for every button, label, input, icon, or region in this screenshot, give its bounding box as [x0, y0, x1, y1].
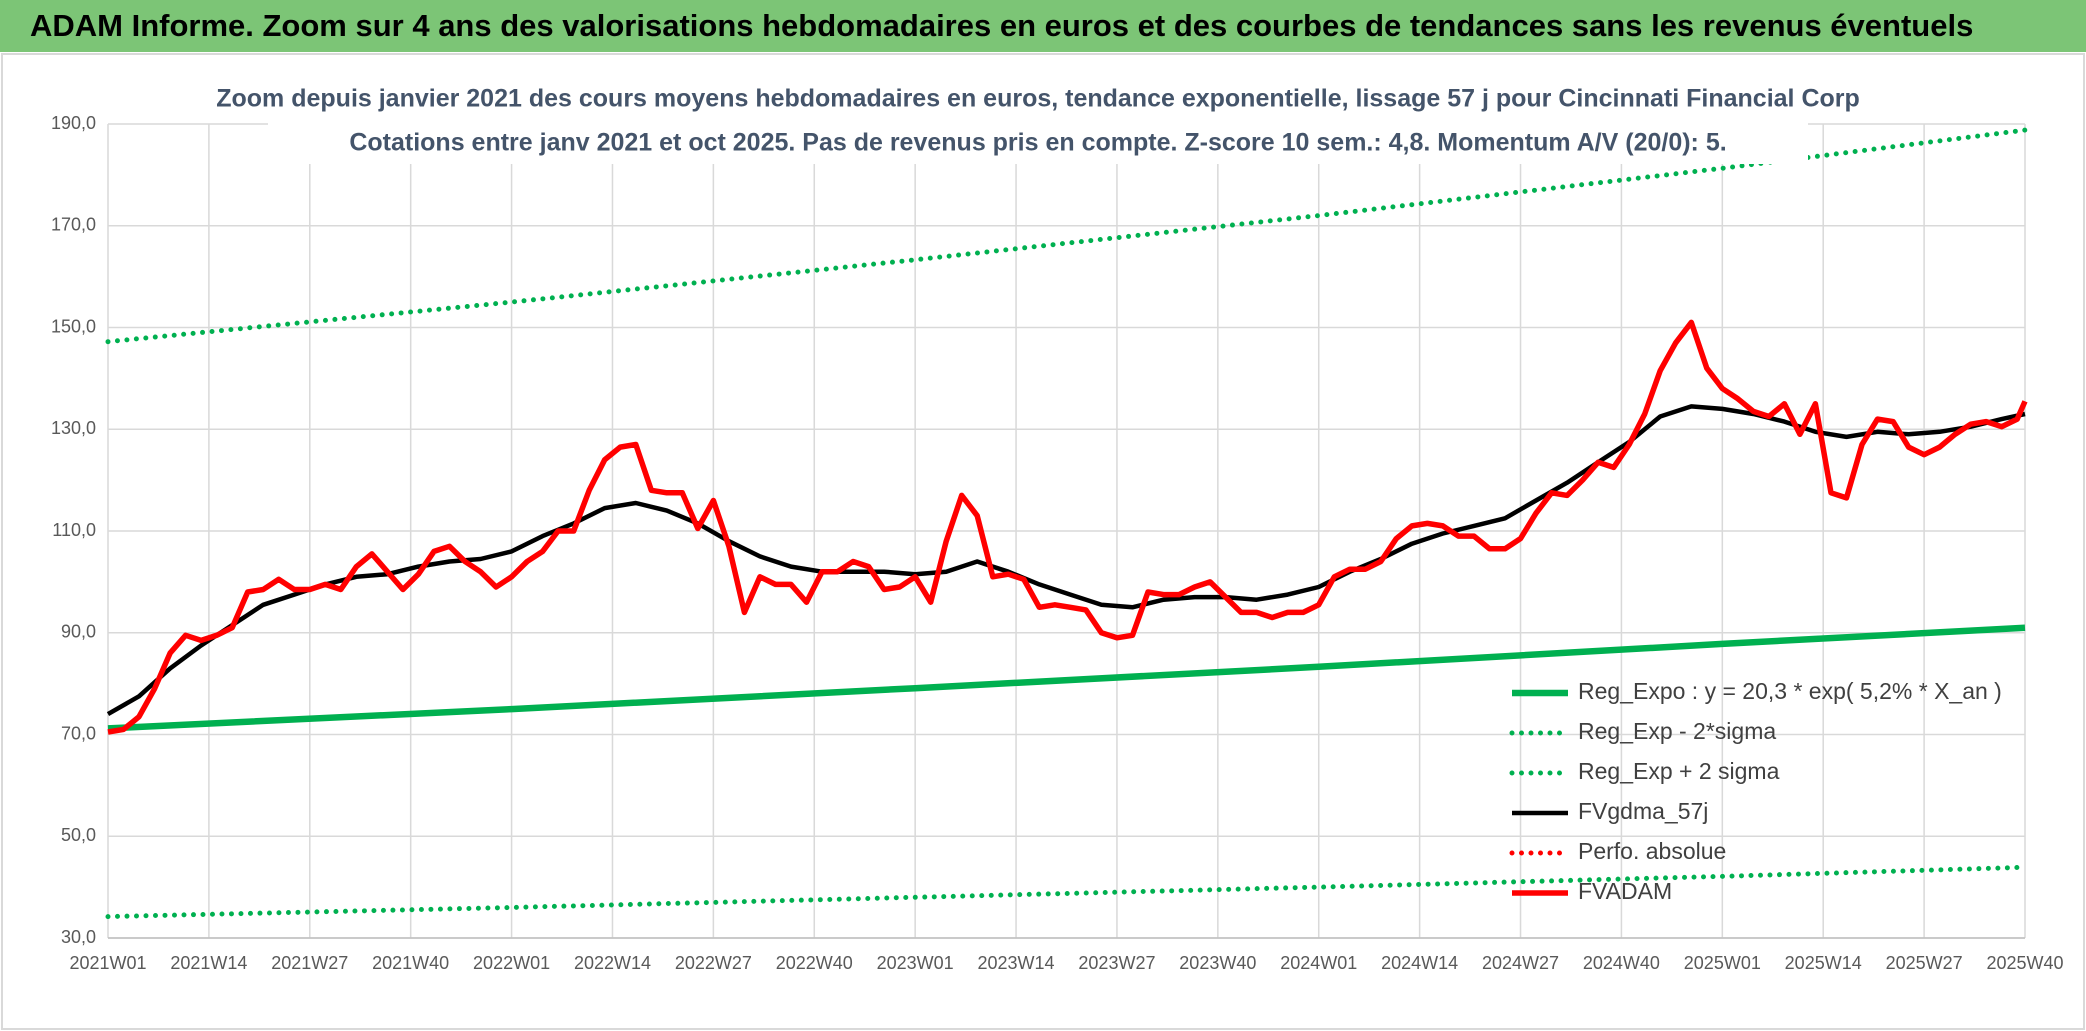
y-tick-label: 150,0	[51, 316, 96, 336]
y-tick-label: 70,0	[61, 723, 96, 743]
x-tick-label: 2022W14	[574, 953, 651, 973]
subtitle-background	[268, 80, 1808, 164]
legend-label: Reg_Exp - 2*sigma	[1578, 718, 1776, 744]
y-tick-label: 170,0	[51, 215, 96, 235]
x-tick-label: 2024W40	[1583, 953, 1660, 973]
x-tick-label: 2021W40	[372, 953, 449, 973]
legend-label: Reg_Expo : y = 20,3 * exp( 5,2% * X_an )	[1578, 678, 2002, 704]
legend: Reg_Expo : y = 20,3 * exp( 5,2% * X_an )…	[1509, 678, 2002, 904]
x-tick-label: 2023W40	[1179, 953, 1256, 973]
x-tick-label: 2021W14	[170, 953, 247, 973]
series-line	[106, 404, 2026, 717]
chart-title: ADAM Informe. Zoom sur 4 ans des valoris…	[30, 8, 1973, 43]
x-tick-label: 2022W40	[776, 953, 853, 973]
x-tick-label: 2025W27	[1886, 953, 1963, 973]
y-tick-label: 30,0	[61, 927, 96, 947]
x-tick-label: 2023W27	[1078, 953, 1155, 973]
x-tick-label: 2022W01	[473, 953, 550, 973]
chart-frame	[1, 53, 2085, 1030]
x-tick-label: 2021W01	[69, 953, 146, 973]
legend-label: Perfo. absolue	[1578, 838, 1726, 864]
x-tick-label: 2024W01	[1280, 953, 1357, 973]
x-tick-label: 2024W14	[1381, 953, 1458, 973]
legend-label: Reg_Exp + 2 sigma	[1578, 758, 1780, 784]
x-tick-label: 2025W40	[1986, 953, 2063, 973]
x-tick-label: 2022W27	[675, 953, 752, 973]
y-tick-label: 50,0	[61, 825, 96, 845]
series-line	[105, 864, 2028, 920]
y-tick-label: 90,0	[61, 622, 96, 642]
legend-label: FVADAM	[1578, 878, 1672, 904]
x-tick-label: 2023W01	[877, 953, 954, 973]
x-tick-label: 2023W14	[978, 953, 1055, 973]
y-tick-label: 130,0	[51, 418, 96, 438]
x-tick-label: 2021W27	[271, 953, 348, 973]
series-line	[107, 319, 2028, 735]
x-tick-label: 2024W27	[1482, 953, 1559, 973]
chart-subtitle: Cotations entre janv 2021 et oct 2025. P…	[349, 129, 1726, 157]
x-tick-label: 2025W14	[1785, 953, 1862, 973]
series-line	[107, 624, 2026, 732]
y-tick-label: 110,0	[52, 520, 96, 540]
header-bar	[0, 0, 2086, 52]
y-tick-label: 190,0	[51, 113, 96, 133]
chart-subtitle: Zoom depuis janvier 2021 des cours moyen…	[216, 85, 1860, 113]
legend-label: FVgdma_57j	[1578, 798, 1708, 824]
x-tick-label: 2025W01	[1684, 953, 1761, 973]
